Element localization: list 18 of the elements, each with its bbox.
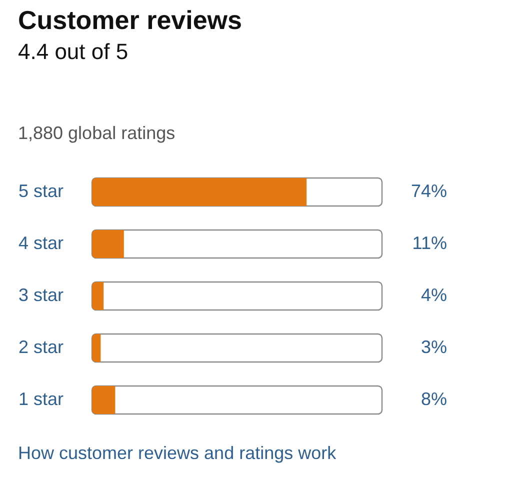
bar (92, 282, 104, 310)
data-label: 11% (412, 233, 447, 253)
data-label: 8% (420, 389, 447, 409)
text: 1,880 global ratings (18, 123, 176, 143)
y-tick-label: 4 star (18, 233, 64, 253)
data-label: 3% (420, 337, 447, 357)
chart-title: Customer reviews (18, 5, 242, 35)
bar (92, 230, 124, 258)
y-tick-label: 1 star (18, 389, 64, 409)
bar (92, 386, 116, 414)
y-tick-label: 3 star (18, 285, 64, 305)
chart-subtitle: 4.4 out of 5 (18, 39, 128, 64)
bar (92, 334, 101, 362)
y-tick-label: 2 star (18, 337, 64, 357)
data-label: 4% (420, 285, 447, 305)
data-label: 74% (410, 181, 447, 201)
text: How customer reviews and ratings work (18, 443, 338, 463)
y-tick-label: 5 star (18, 181, 64, 201)
